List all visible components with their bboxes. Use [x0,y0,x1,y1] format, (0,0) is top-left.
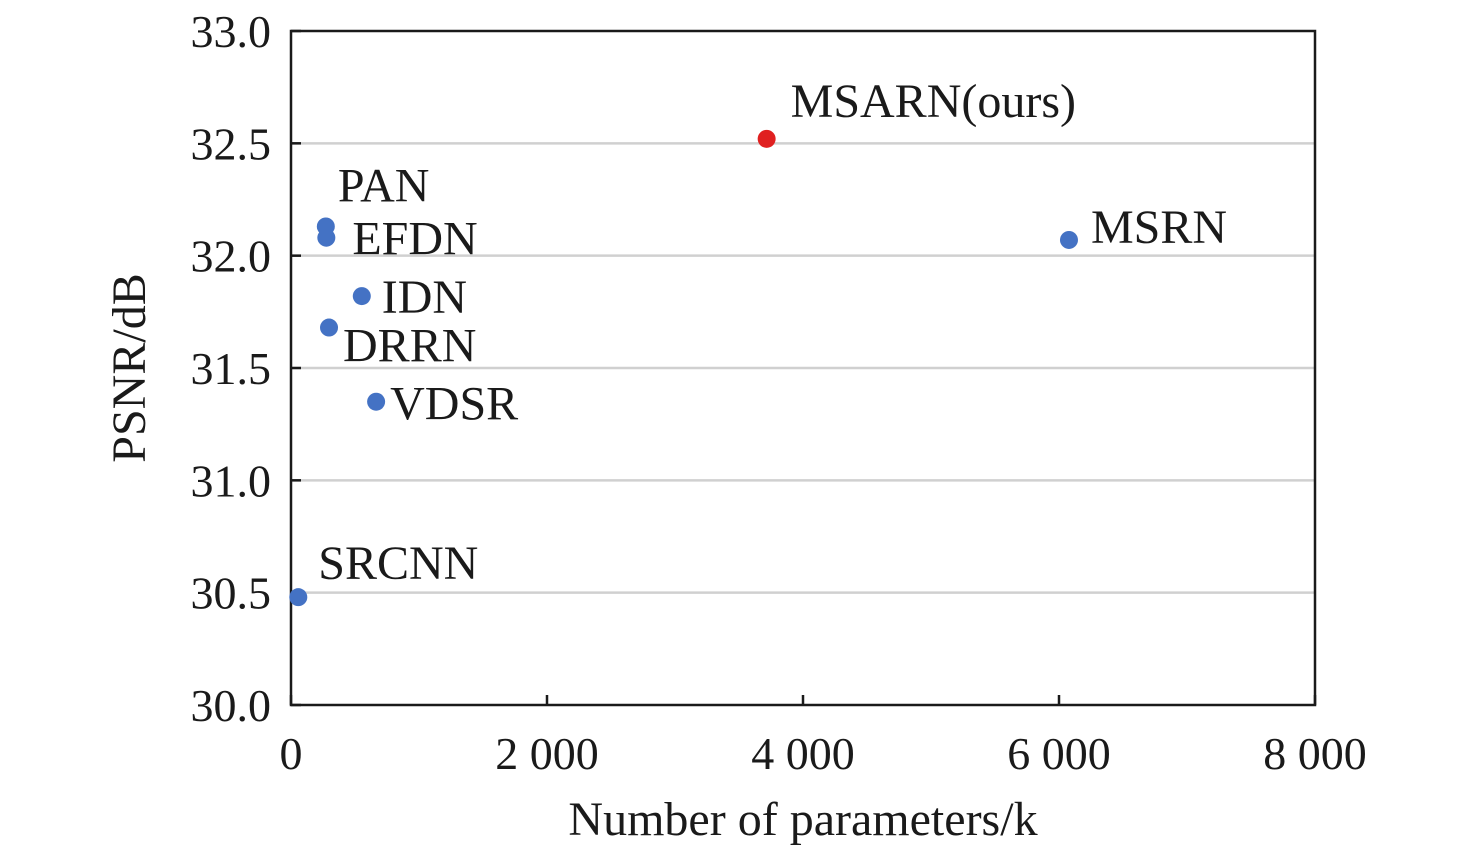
point-label: VDSR [390,378,518,431]
point-label: DRRN [343,320,476,373]
y-tick-label: 33.0 [191,6,272,57]
point-label: EFDN [352,213,477,266]
data-point [320,318,339,337]
x-tick-label: 2 000 [495,728,599,779]
data-point [316,217,335,236]
data-point [289,588,308,607]
point-label: MSRN [1091,201,1227,254]
y-tick-label: 31.0 [191,455,272,506]
y-tick-label: 32.5 [191,118,272,169]
y-tick-label: 30.5 [191,568,272,619]
gridlines [291,142,1315,594]
axis-ticks: 30.0 30.5 31.0 31.5 32.0 32.5 33.0 0 2 000 4 000 6… [191,6,1367,779]
y-tick-label: 31.5 [191,343,272,394]
point-label: SRCNN [318,537,478,590]
point-label: PAN [338,159,430,212]
x-tick-label: 8 000 [1263,728,1367,779]
point-label: IDN [382,271,467,324]
y-axis-title: PSNR/dB [103,273,156,462]
x-tick-label: 6 000 [1007,728,1111,779]
point-label: MSARN(ours) [791,75,1076,128]
data-points [289,129,1078,607]
x-tick-label: 0 [280,728,303,779]
y-tick-label: 32.0 [191,231,272,282]
x-tick-label: 4 000 [751,728,855,779]
data-point [1059,230,1078,249]
data-point [352,287,371,306]
x-axis-title: Number of parameters/k [568,793,1037,846]
data-point [367,392,386,411]
data-point [757,129,776,148]
y-tick-label: 30.0 [191,680,272,731]
